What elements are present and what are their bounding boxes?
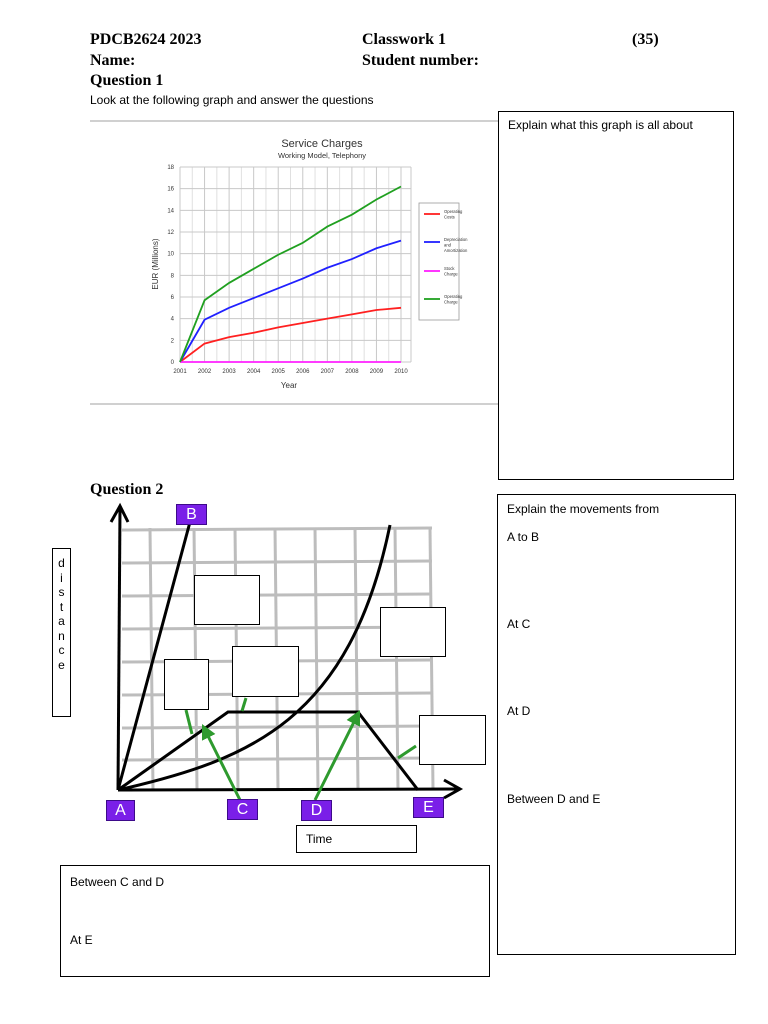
graph-grid-hline [121, 756, 433, 762]
chart-title: Service Charges [281, 138, 363, 150]
service-charges-chart: Service Charges Working Model, Telephony… [151, 138, 468, 390]
arrow-e-box [397, 744, 417, 760]
chart-x-tick-label: 2006 [296, 369, 310, 375]
arrow-box-mid [240, 697, 248, 712]
graph-x-axis-arrow [443, 778, 464, 800]
distance-axis-letter: d [58, 556, 65, 570]
chart-bottom-rule [90, 403, 498, 405]
chart-x-tick-label: 2004 [247, 369, 261, 375]
chart-subtitle: Working Model, Telephony [278, 151, 366, 160]
question-1-instruction: Look at the following graph and answer t… [90, 93, 374, 107]
chart-legend-label: Charge [444, 272, 458, 277]
chart-y-label: EUR (Millions) [151, 238, 160, 289]
graph-answer-blank-2[interactable] [380, 607, 446, 657]
graph-grid-vline [313, 527, 320, 791]
graph-y-axis [116, 507, 122, 791]
point-b-label: B [176, 504, 207, 525]
graph-grid-hline [121, 526, 433, 532]
q2-between-d-e-label: Between D and E [507, 792, 601, 806]
distance-axis-letter: s [58, 585, 65, 599]
graph-answer-blank-3[interactable] [164, 659, 209, 710]
chart-x-tick-label: 2009 [370, 369, 384, 375]
graph-answer-blank-4[interactable] [232, 646, 299, 697]
graph-answer-blank-5[interactable] [419, 715, 486, 765]
chart-y-tick-label: 0 [171, 360, 175, 366]
chart-x-tick-label: 2001 [173, 369, 187, 375]
chart-legend-label: Amortization [444, 248, 468, 253]
chart-legend-box [418, 202, 460, 321]
question-1-title: Question 1 [90, 72, 164, 89]
chart-y-tick-label: 10 [167, 252, 174, 258]
chart-x-tick-label: 2002 [198, 369, 212, 375]
distance-axis-letter: a [58, 614, 65, 628]
chart-y-tick-label: 18 [167, 165, 174, 171]
chart-legend-label: Stock [444, 266, 455, 271]
chart-legend-label: and [444, 243, 452, 248]
point-c-label: C [227, 799, 258, 820]
point-d-label: D [301, 800, 332, 821]
chart-y-tick-label: 4 [171, 317, 175, 323]
time-axis-label: Time [306, 832, 333, 846]
arrow-c-left [201, 723, 242, 801]
chart-legend-label: Operating [444, 294, 463, 299]
graph-answer-blank-1[interactable] [194, 575, 260, 625]
chart-legend-label: Costs [444, 215, 455, 220]
total-marks: (35) [632, 31, 659, 48]
q2-at-c-label: At C [507, 617, 531, 631]
chart-y-tick-label: 16 [167, 187, 174, 193]
chart-y-tick-label: 14 [167, 208, 174, 214]
chart-legend-label: Depreciation [444, 237, 468, 242]
q1-answer-prompt: Explain what this graph is all about [508, 118, 693, 132]
graph-x-axis [117, 787, 459, 792]
chart-x-tick-label: 2005 [272, 369, 286, 375]
distance-axis-letter: c [58, 643, 65, 657]
chart-series-line [179, 306, 402, 363]
chart-top-rule [90, 120, 498, 122]
q2-a-to-b-label: A to B [507, 530, 540, 544]
distance-axis-letter: t [59, 599, 64, 614]
q2-at-e-label: At E [70, 933, 93, 947]
distance-axis-letter: e [58, 657, 65, 672]
q2-answer-box-right[interactable]: Explain the movements from A to B At C A… [497, 494, 736, 955]
point-e-label: E [413, 797, 444, 818]
q2-between-c-d-label: Between C and D [70, 875, 165, 889]
chart-y-tick-label: 12 [167, 230, 174, 236]
q2-answer-box-bottom[interactable]: Between C and D At E [60, 865, 490, 977]
distance-axis-letter: i [60, 570, 63, 585]
time-axis-label-box: Time [296, 825, 417, 853]
q2-answer-prompt: Explain the movements from [507, 502, 660, 516]
q2-at-d-label: At D [507, 704, 531, 718]
question-2-title: Question 2 [90, 481, 164, 498]
chart-x-tick-label: 2003 [222, 369, 236, 375]
chart-x-tick-label: 2010 [394, 369, 408, 375]
arrow-c-up [184, 709, 194, 735]
chart-legend-label: Operating [444, 209, 463, 214]
line-a-to-b [116, 521, 192, 791]
graph-grid-hline [121, 559, 433, 565]
chart-y-tick-label: 2 [171, 338, 175, 344]
student-number-label: Student number: [362, 52, 479, 69]
chart-x-tick-label: 2008 [345, 369, 359, 375]
chart-series-line [179, 239, 402, 363]
chart-x-label: Year [281, 381, 298, 390]
name-label: Name: [90, 52, 136, 69]
graph-grid-hline [121, 592, 433, 598]
classwork-title: Classwork 1 [362, 31, 447, 48]
graph-grid-vline [148, 527, 155, 791]
graph-y-axis-arrow [109, 502, 130, 523]
trapezoid-path [117, 710, 420, 792]
course-code: PDCB2624 2023 [90, 31, 202, 48]
chart-legend-label: Charge [444, 300, 458, 305]
chart-y-tick-label: 8 [171, 273, 175, 279]
chart-series-line [179, 185, 402, 363]
chart-x-tick-label: 2007 [321, 369, 335, 375]
chart-y-tick-label: 6 [171, 295, 175, 301]
arrow-d [313, 709, 361, 801]
distance-axis-letter: n [58, 628, 65, 643]
curve-accelerating [117, 524, 392, 792]
q1-answer-box[interactable]: Explain what this graph is all about [498, 111, 734, 480]
point-a-label: A [106, 800, 135, 821]
